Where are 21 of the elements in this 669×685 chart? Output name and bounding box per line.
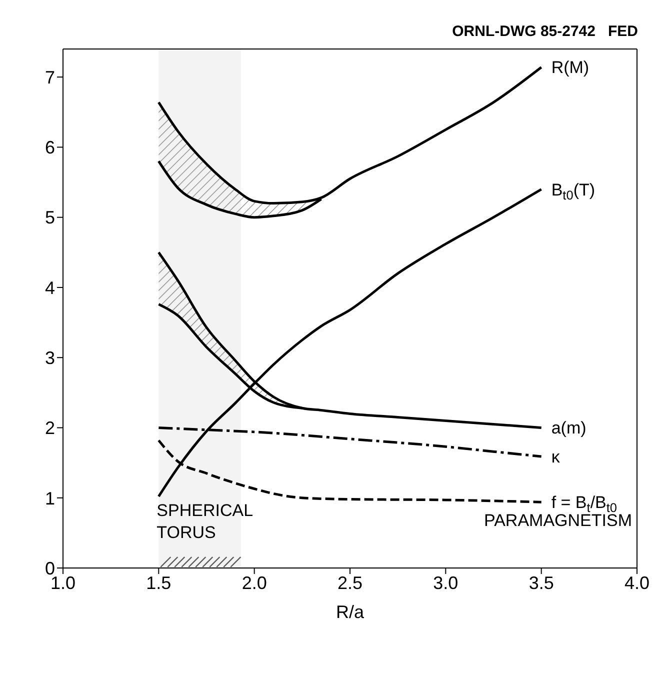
y-tick-label: 3 [44, 348, 55, 368]
series-label: B$_{t0}$(T) [551, 180, 596, 202]
band-label: SPHERICAL TORUS [156, 501, 254, 542]
series-label: R(M) [551, 58, 590, 78]
y-tick-label: 2 [44, 418, 55, 438]
x-tick-label: 4.0 [624, 572, 650, 593]
series-label: a(m) [551, 418, 586, 438]
series-label: κ [551, 447, 560, 466]
y-tick-label: 0 [44, 558, 55, 578]
x-tick-label: 2.5 [337, 572, 363, 593]
y-tick-label: 6 [44, 138, 55, 158]
y-tick-label: 4 [44, 278, 55, 298]
x-axis-title: R/a [336, 602, 365, 622]
x-tick-label: 2.0 [242, 572, 267, 593]
chart-title: ORNL-DWG 85-2742 FED [452, 23, 638, 40]
x-tick-label: 3.5 [528, 572, 554, 593]
y-tick-label: 5 [44, 208, 55, 228]
x-tick-label: 1.5 [146, 572, 172, 593]
y-tick-label: 7 [44, 67, 55, 88]
y-tick-label: 1 [44, 488, 55, 508]
x-tick-label: 3.0 [433, 572, 458, 593]
